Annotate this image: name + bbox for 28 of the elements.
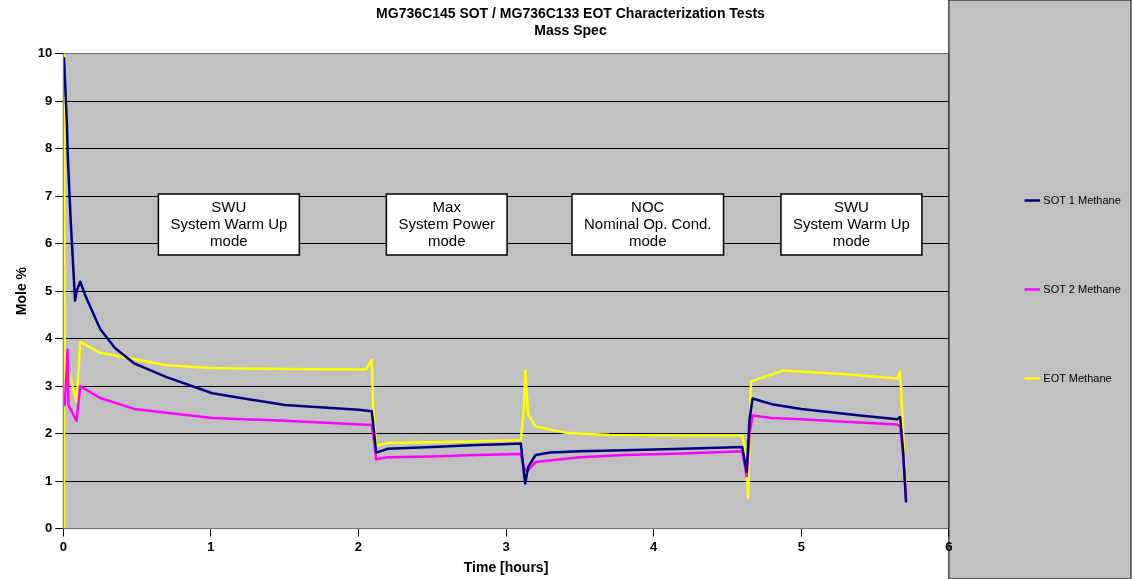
y-tick-label: 9: [45, 92, 53, 108]
x-tick-label: 2: [354, 538, 363, 554]
y-tick-label: 0: [45, 520, 53, 536]
y-tick-label: 2: [45, 425, 53, 441]
x-axis-title: Time [hours]: [463, 559, 549, 576]
y-tick-label: 10: [37, 45, 53, 61]
y-tick-label: 1: [45, 472, 53, 488]
chart-subtitle: Mass Spec: [534, 22, 607, 39]
y-tick-label: 3: [45, 377, 53, 393]
y-tick-label: 4: [45, 330, 54, 346]
x-tick-label: 4: [650, 538, 659, 554]
x-tick-label: 3: [502, 538, 510, 554]
annotation: NOC Nominal Op. Cond. mode: [583, 197, 712, 249]
chart-title: MG736C145 SOT / MG736C133 EOT Characterization Tests: [376, 5, 766, 22]
y-tick-label: 7: [45, 187, 53, 203]
annotation: Max System Power mode: [398, 197, 496, 249]
x-tick-label: 0: [59, 538, 67, 554]
x-tick-label: 5: [797, 538, 805, 554]
y-tick-label: 5: [45, 282, 53, 298]
y-tick-label: 8: [45, 140, 53, 156]
y-axis-title: Mole %: [13, 266, 30, 316]
legend-label: SOT 2 Methane: [1043, 282, 1121, 295]
y-tick-label: 6: [45, 235, 53, 251]
x-tick-label: 1: [207, 538, 215, 554]
annotation: SWU System Warm Up mode: [170, 197, 288, 249]
annotation: SWU System Warm Up mode: [792, 197, 910, 249]
legend-label: EOT Methane: [1043, 371, 1112, 384]
legend-label: SOT 1 Methane: [1043, 193, 1121, 206]
